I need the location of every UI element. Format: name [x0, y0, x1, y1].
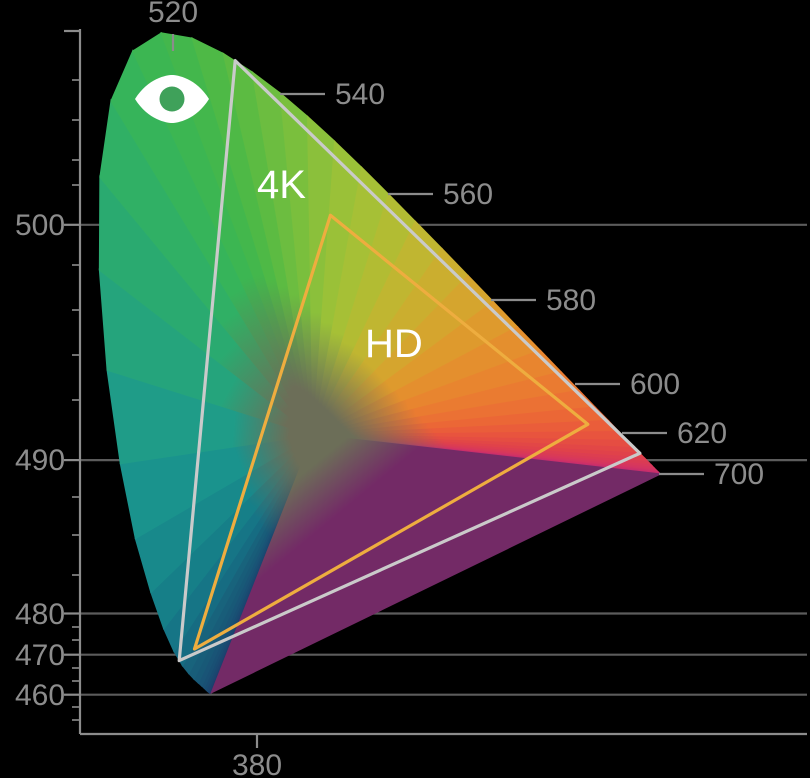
- svg-text:540: 540: [335, 78, 385, 111]
- svg-text:620: 620: [677, 417, 727, 450]
- svg-text:560: 560: [443, 178, 493, 211]
- svg-text:600: 600: [630, 368, 680, 401]
- svg-text:460: 460: [15, 679, 65, 712]
- svg-text:520: 520: [148, 0, 198, 29]
- svg-text:380: 380: [232, 749, 282, 778]
- svg-text:490: 490: [15, 444, 65, 477]
- svg-text:700: 700: [714, 458, 764, 491]
- svg-text:500: 500: [15, 209, 65, 242]
- svg-text:4K: 4K: [257, 163, 306, 207]
- svg-text:HD: HD: [365, 322, 423, 366]
- svg-text:480: 480: [15, 598, 65, 631]
- svg-text:470: 470: [15, 639, 65, 672]
- svg-text:580: 580: [546, 284, 596, 317]
